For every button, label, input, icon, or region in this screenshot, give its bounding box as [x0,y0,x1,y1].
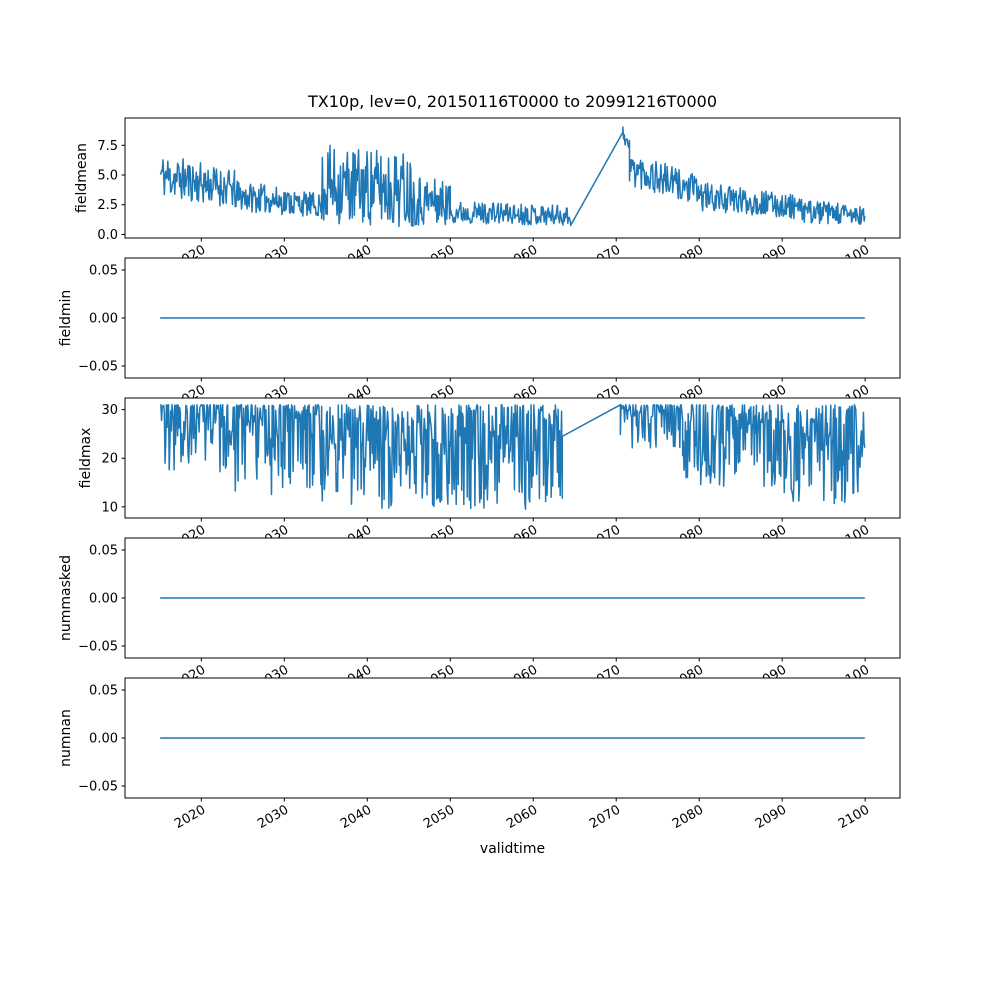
x-tick-label: 2050 [421,802,457,832]
y-axis-label: fieldmax [78,428,94,489]
x-tick-label: 2060 [504,802,540,832]
y-tick-label: 0.0 [97,228,118,243]
y-axis-label: numnan [58,709,74,767]
y-tick-label: 7.5 [97,139,118,154]
y-tick-label: 0.05 [89,264,118,279]
y-axis-label: fieldmean [74,143,90,213]
y-axis-label: nummasked [58,555,74,641]
series-line [160,404,866,510]
x-axis-label: validtime [479,841,546,857]
x-tick-label: 2030 [255,802,291,832]
y-tick-label: 5.0 [97,169,118,184]
y-tick-label: 0.00 [89,732,118,747]
y-tick-label: −0.05 [78,360,118,375]
x-tick-label: 2020 [172,802,208,832]
y-tick-label: 0.00 [89,312,118,327]
chart-title: TX10p, lev=0, 20150116T0000 to 20991216T… [307,92,718,111]
x-tick-label: 2040 [338,802,374,832]
axes-frame [124,117,901,239]
x-tick-label: 2090 [753,802,789,832]
subplot-numnan: −0.05 0.00 0.05 2020 2030 2040 2050 2060 2070 208… [58,677,901,832]
y-tick-label: 0.00 [89,592,118,607]
x-tick-label: 2080 [670,802,706,832]
series-line [159,126,866,228]
y-axis-label: fieldmin [58,290,74,347]
y-tick-label: 20 [101,452,118,467]
y-tick-label: 2.5 [97,198,118,213]
x-tick-label: 2100 [836,802,872,832]
y-tick-label: 10 [101,500,118,515]
x-tick-label: 2070 [587,802,623,832]
y-tick-label: 30 [101,403,118,418]
y-tick-label: −0.05 [78,640,118,655]
y-tick-label: −0.05 [78,780,118,795]
y-tick-label: 0.05 [89,684,118,699]
y-tick-label: 0.05 [89,544,118,559]
